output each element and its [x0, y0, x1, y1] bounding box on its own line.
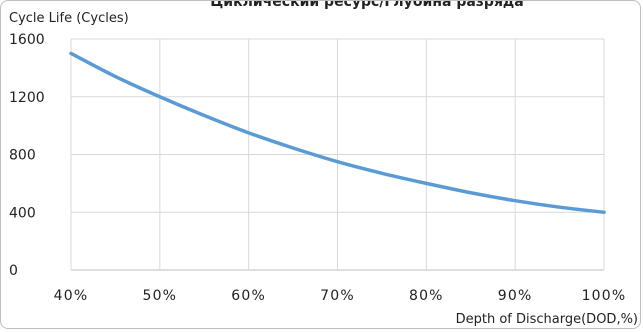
y-axis-title: Cycle Life (Cycles) — [9, 11, 129, 26]
y-tick-label: 0 — [9, 263, 18, 279]
chart-title: Циклический ресурс/Глубина разряда — [210, 1, 523, 10]
grid-lines — [70, 38, 605, 271]
y-tick-label: 400 — [9, 205, 36, 221]
x-tick-label: 80% — [409, 288, 444, 304]
x-tick-label: 70% — [320, 288, 355, 304]
x-tick-label: 100% — [582, 288, 627, 304]
y-tick-labels: 0 400 800 1200 1600 — [9, 32, 45, 279]
x-axis-title: Depth of Discharge(DOD,%) — [456, 312, 638, 327]
x-tick-label: 90% — [498, 288, 533, 304]
y-tick-label: 800 — [9, 148, 36, 164]
x-tick-label: 60% — [231, 288, 266, 304]
y-tick-label: 1200 — [9, 90, 45, 106]
series-layer — [69, 51, 606, 214]
series-line — [69, 51, 606, 214]
x-tick-labels: 40% 50% 60% 70% 80% 90% 100% — [54, 288, 627, 304]
y-tick-label: 1600 — [9, 32, 45, 48]
x-tick-label: 40% — [54, 288, 89, 304]
x-tick-label: 50% — [142, 288, 177, 304]
